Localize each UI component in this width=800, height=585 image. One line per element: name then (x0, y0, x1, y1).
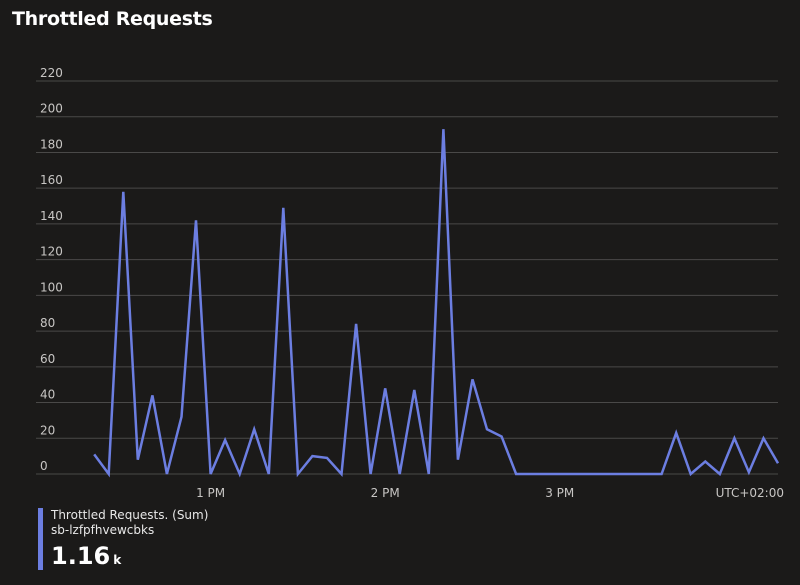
y-tick-label: 100 (40, 280, 63, 294)
legend-resource-name: sb-lzfpfhvewcbks (51, 523, 155, 537)
y-axis-ticks: 0 20 40 60 80 100 120 140 160 180 200 220 (40, 66, 63, 473)
y-tick-label: 160 (40, 173, 63, 187)
legend-item[interactable]: Throttled Requests. (Sum) sb-lzfpfhvewcb… (38, 508, 208, 570)
y-tick-label: 0 (40, 459, 48, 473)
y-tick-label: 40 (40, 388, 55, 402)
x-axis-ticks: 1 PM 2 PM 3 PM (196, 486, 574, 500)
y-tick-label: 220 (40, 66, 63, 80)
series-lines (93, 129, 780, 478)
legend-series-name: Throttled Requests. (Sum) (51, 508, 209, 522)
line-chart[interactable]: 0 20 40 60 80 100 120 140 160 180 200 220 1 PM 2 PM 3… (0, 0, 800, 505)
x-tick-label: 1 PM (196, 486, 225, 500)
series-line[interactable] (93, 129, 780, 478)
y-tick-label: 200 (40, 102, 63, 116)
y-tick-label: 80 (40, 316, 55, 330)
y-tick-label: 140 (40, 209, 63, 223)
legend-total: 1.16 k (51, 542, 208, 574)
y-tick-label: 120 (40, 245, 63, 259)
x-tick-label: 2 PM (371, 486, 400, 500)
legend-total-value: 1.16 (51, 542, 111, 570)
y-tick-label: 20 (40, 423, 55, 437)
timezone-label: UTC+02:00 (716, 486, 784, 500)
legend-total-unit: k (113, 553, 122, 567)
chart-title: Throttled Requests (12, 8, 213, 30)
y-tick-label: 60 (40, 352, 55, 366)
y-tick-label: 180 (40, 137, 63, 151)
gridlines (36, 80, 778, 475)
x-tick-label: 3 PM (545, 486, 574, 500)
